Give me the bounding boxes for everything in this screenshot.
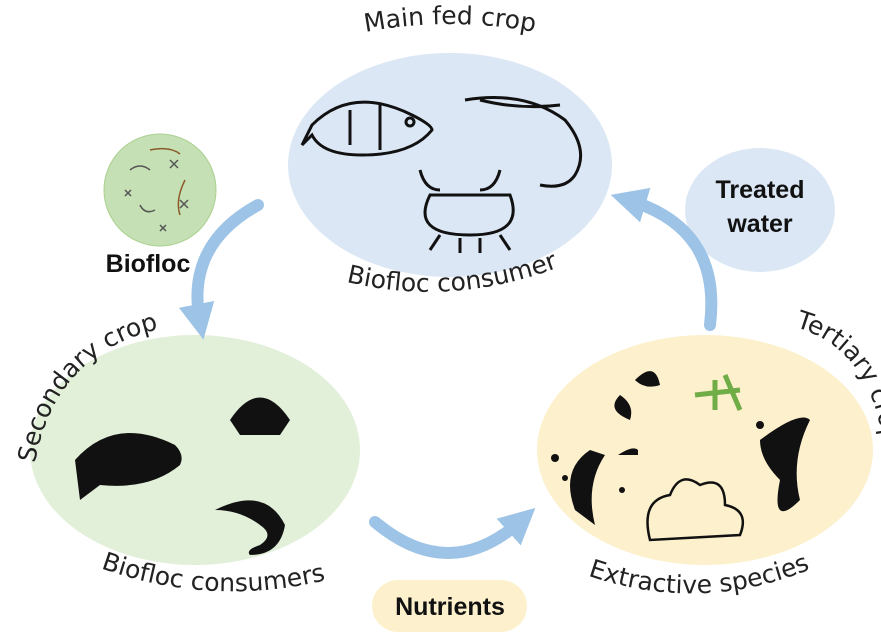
treated-water-label: Treated [716,176,805,204]
tertiary-crop-ellipse [537,335,873,565]
diagram: Main fed crop Biofloc consumer Secondary… [0,0,881,636]
biofloc-icon [104,134,216,246]
main-crop-title: Main fed crop [362,1,539,38]
biofloc-label: Biofloc [106,250,191,278]
treated-water-label: water [726,210,793,238]
main-crop-ellipse [288,53,612,277]
nutrients-label: Nutrients [395,593,505,621]
